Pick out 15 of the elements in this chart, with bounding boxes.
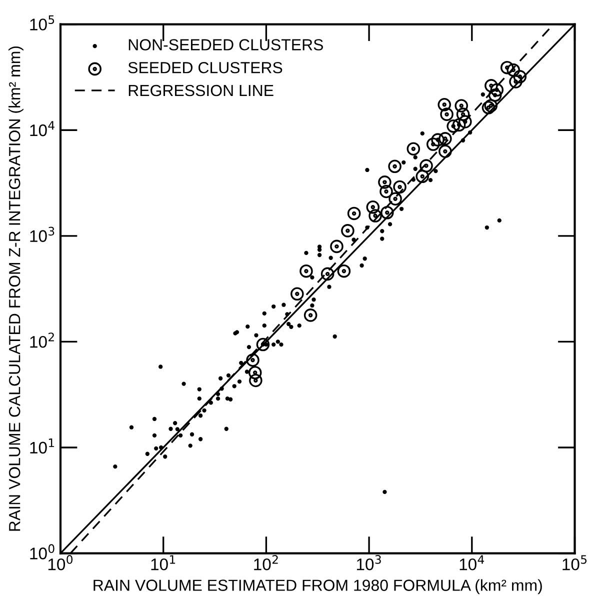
x-tick-label: 10$^{5}$	[562, 555, 587, 570]
legend-label: SEEDED CLUSTERS	[128, 62, 282, 74]
x-tick-label: 10$^{4}$	[460, 555, 484, 570]
y-tick-label: 10$^{4}$	[30, 121, 54, 136]
legend-label: REGRESSION LINE	[128, 84, 274, 96]
legend-label: NON-SEEDED CLUSTERS	[128, 39, 323, 50]
x-tick-label: 10$^{1}$	[151, 555, 176, 570]
y-axis-title: RAIN VOLUME CALCULATED FROM Z-R INTEGRATION (km² mm)	[8, 46, 24, 531]
x-tick-label: 10$^{3}$	[356, 555, 381, 570]
x-tick-label: 10$^{2}$	[254, 555, 278, 570]
y-tick-label: 10$^{2}$	[30, 332, 54, 348]
y-tick-label: 10$^{3}$	[30, 226, 54, 242]
y-tick-label: 10$^{5}$	[30, 15, 54, 30]
x-axis-title: RAIN VOLUME ESTIMATED FROM 1980 FORMULA (km² mm)	[94, 579, 542, 594]
y-tick-label: 10$^{1}$	[30, 438, 54, 454]
